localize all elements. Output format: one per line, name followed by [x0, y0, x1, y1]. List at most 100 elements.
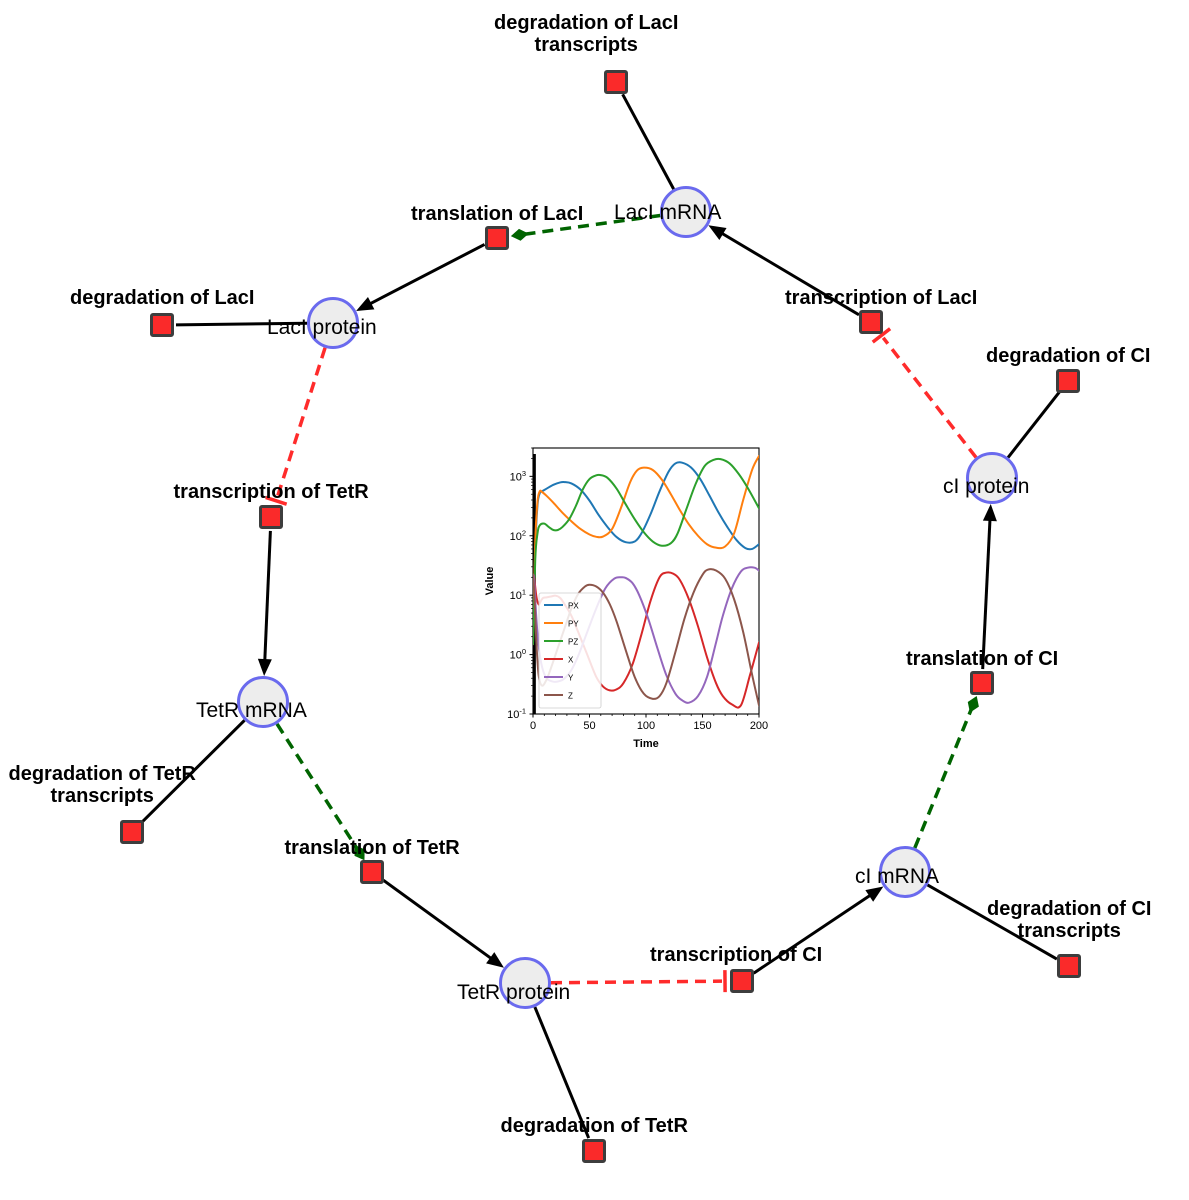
species-node-tetr_protein[interactable]: [499, 957, 551, 1009]
arrowhead-triangle: [982, 503, 997, 522]
legend-label-PX: PX: [568, 602, 579, 611]
reaction-label-degradation_tetr_transcripts: degradation of TetR transcripts: [9, 763, 196, 808]
reaction-label-line: transcription of LacI: [785, 287, 978, 309]
arrowhead-triangle: [257, 658, 272, 677]
edge-tetr_mrna-to-translation_tetr: [275, 722, 362, 855]
edge-tetr_protein-to-transcription_ci: [550, 979, 723, 985]
reaction-label-line: translation of CI: [906, 648, 1059, 670]
edge-translation_laci-to-laci_protein: [363, 243, 486, 309]
x-tick-label: 200: [750, 720, 768, 732]
edge-degradation_laci-to-laci_protein: [175, 321, 308, 327]
reaction-label-line: degradation of TetR: [8, 763, 196, 785]
arrowhead-triangle: [486, 952, 504, 968]
reaction-label-line: transcripts: [50, 785, 154, 808]
reaction-node-degradation_laci[interactable]: [150, 313, 174, 337]
y-axis-title: Value: [484, 567, 496, 596]
edge-ci_protein-to-transcription_laci: [881, 336, 978, 459]
edge-ci_mrna-to-degradation_ci_transcripts: [926, 883, 1058, 961]
edge-tetr_mrna-to-degradation_tetr_transcripts: [140, 719, 246, 824]
timecourse-plot-svg: 0 50 100 150 20010-1100101102103TimeValuePXP…: [477, 438, 769, 754]
reaction-label-line: degradation of CI: [986, 345, 1151, 367]
reaction-label-line: translation of LacI: [411, 203, 584, 225]
x-tick-label: 50: [583, 720, 595, 732]
edge-transcription_laci-to-laci_mrna: [715, 228, 860, 317]
reaction-label-line: degradation of LacI: [70, 287, 255, 309]
species-label-ci_mrna: cI mRNA: [855, 865, 939, 888]
legend-label-PZ: PZ: [568, 638, 578, 647]
edge-tetr_protein-to-degradation_tetr: [533, 1006, 591, 1139]
reaction-node-degradation_tetr_transcripts[interactable]: [120, 820, 144, 844]
reaction-label-line: transcripts: [1017, 920, 1121, 943]
edge-transcription_tetr-to-tetr_mrna: [263, 530, 272, 668]
edge-transcription_ci-to-ci_mrna: [752, 890, 877, 975]
reaction-label-degradation_ci: degradation of CI: [986, 345, 1150, 367]
legend-label-PY: PY: [568, 620, 579, 629]
reaction-label-line: degradation of LacI: [494, 12, 679, 34]
species-label-tetr_mrna: TetR mRNA: [196, 699, 307, 722]
reaction-label-line: transcripts: [534, 34, 638, 57]
reaction-label-line: translation of TetR: [284, 837, 460, 859]
reaction-label-transcription_tetr: transcription of TetR: [174, 481, 369, 503]
reaction-node-translation_laci[interactable]: [485, 226, 509, 250]
x-tick-label: 0: [530, 720, 536, 732]
edge-ci_protein-to-degradation_ci: [1006, 391, 1061, 459]
reaction-label-degradation_laci: degradation of LacI: [70, 287, 254, 309]
reaction-label-translation_laci: translation of LacI: [411, 203, 583, 225]
reaction-label-degradation_ci_transcripts: degradation of CI transcripts: [987, 898, 1151, 943]
arrowhead-triangle: [865, 886, 884, 902]
reaction-label-translation_tetr: translation of TetR: [285, 837, 460, 859]
reaction-node-degradation_laci_transcripts[interactable]: [604, 70, 628, 94]
x-axis-title: Time: [633, 738, 658, 750]
species-label-ci_protein: cI protein: [943, 475, 1030, 498]
reaction-label-transcription_laci: transcription of LacI: [785, 287, 977, 309]
plot-legend-box: [538, 592, 602, 709]
arrowhead-diamond: [967, 695, 979, 713]
species-node-tetr_mrna[interactable]: [237, 676, 289, 728]
reaction-label-translation_ci: translation of CI: [906, 648, 1058, 670]
series-line-PX: [533, 461, 759, 646]
x-tick-label: 150: [693, 720, 711, 732]
reaction-label-line: degradation of CI: [987, 898, 1152, 920]
reaction-label-line: degradation of TetR: [500, 1115, 688, 1137]
reaction-label-line: transcription of CI: [650, 944, 823, 966]
reaction-label-line: transcription of TetR: [173, 481, 369, 503]
reaction-node-translation_ci[interactable]: [970, 671, 994, 695]
species-node-ci_mrna[interactable]: [879, 846, 931, 898]
legend-label-X: X: [568, 656, 574, 665]
arrowhead-triangle: [708, 225, 727, 240]
arrowhead-inhibition-bar: [871, 327, 892, 344]
x-tick-label: 100: [637, 720, 655, 732]
arrowhead-triangle: [356, 296, 375, 312]
legend-label-Z: Z: [568, 692, 573, 701]
edge-laci_mrna-to-translation_laci: [518, 213, 661, 237]
species-label-laci_mrna: LacI mRNA: [614, 201, 722, 224]
reaction-label-transcription_ci: transcription of CI: [650, 944, 822, 966]
reaction-label-degradation_tetr: degradation of TetR: [501, 1115, 688, 1137]
species-node-laci_mrna[interactable]: [660, 186, 712, 238]
species-node-laci_protein[interactable]: [307, 297, 359, 349]
timecourse-plot-inset: 0 50 100 150 200 10-1 100 101 102 103 Time Value PX P…: [477, 438, 769, 754]
legend-label-Y: Y: [568, 674, 574, 683]
reaction-node-degradation_ci_transcripts[interactable]: [1057, 954, 1081, 978]
edge-translation_ci-to-ci_protein: [981, 512, 992, 670]
reaction-node-degradation_ci[interactable]: [1056, 369, 1080, 393]
edge-degradation_laci_transcripts-to-laci_mrna: [621, 93, 675, 190]
arrowhead-diamond: [354, 845, 365, 861]
reaction-node-degradation_tetr[interactable]: [582, 1139, 606, 1163]
arrowhead-inhibition-bar: [265, 495, 288, 506]
arrowhead-diamond: [510, 228, 529, 241]
edge-laci_protein-to-transcription_tetr: [275, 347, 327, 499]
species-label-laci_protein: LacI protein: [267, 316, 377, 339]
series-line-PZ: [533, 457, 759, 646]
series-line-PY: [533, 455, 759, 646]
reaction-node-transcription_ci[interactable]: [730, 969, 754, 993]
reaction-node-translation_tetr[interactable]: [360, 860, 384, 884]
species-node-ci_protein[interactable]: [966, 452, 1018, 504]
reaction-label-degradation_laci_transcripts: degradation of LacI transcripts: [494, 12, 678, 57]
reaction-node-transcription_tetr[interactable]: [259, 505, 283, 529]
species-label-tetr_protein: TetR protein: [457, 981, 571, 1004]
reaction-node-transcription_laci[interactable]: [859, 310, 883, 334]
edge-translation_tetr-to-tetr_protein: [382, 879, 498, 964]
